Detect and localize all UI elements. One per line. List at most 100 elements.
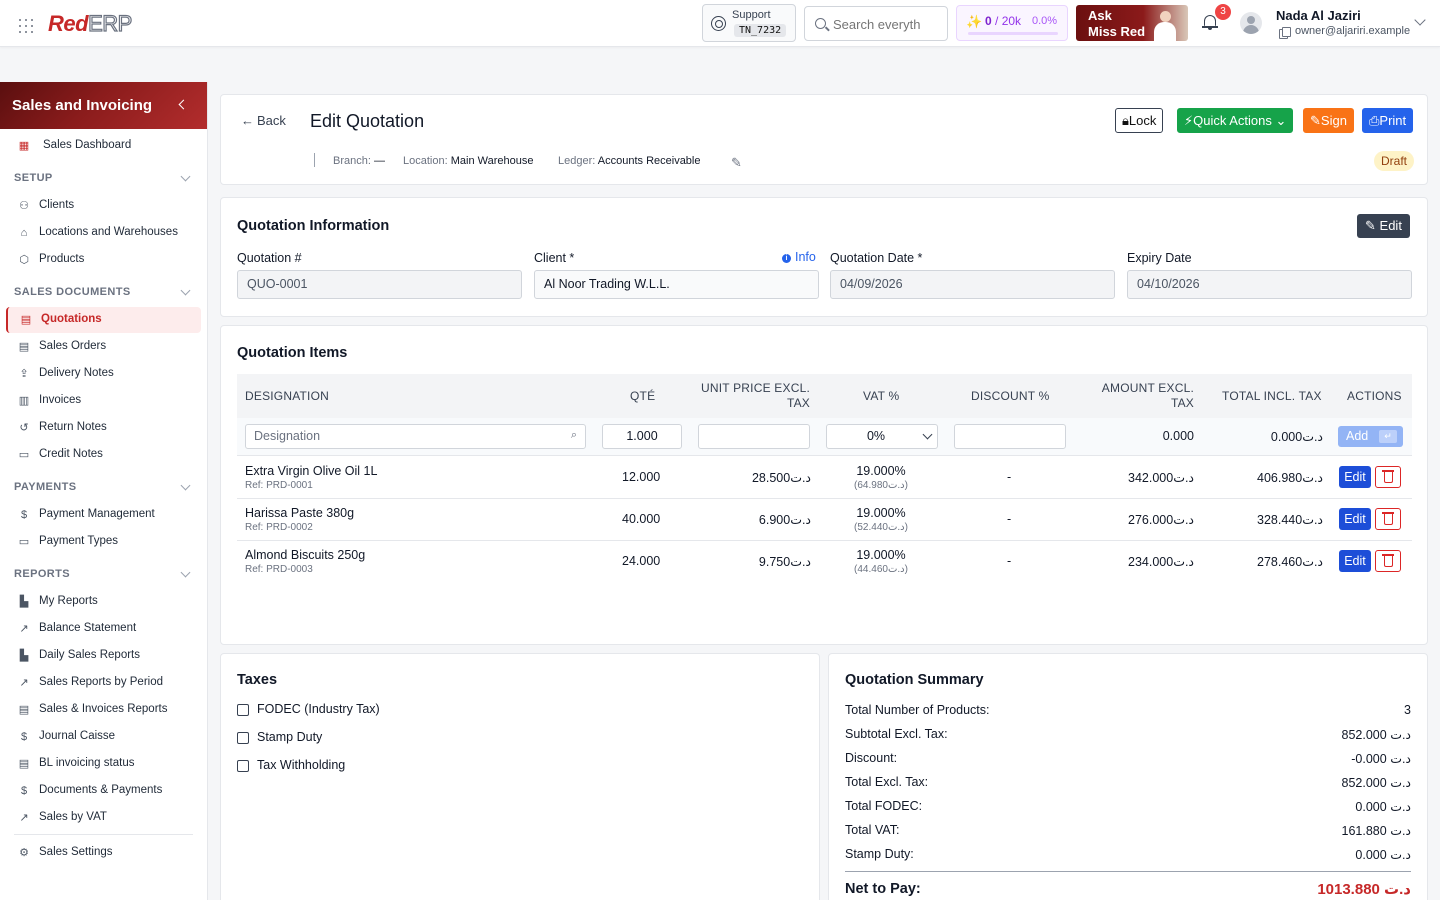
ai-usage-percent: 0.0%	[1032, 15, 1058, 27]
chevron-down-icon: ⌄	[1275, 113, 1287, 128]
quotation-date-label: Quotation Date *	[830, 251, 923, 265]
apps-grid-icon[interactable]	[18, 18, 34, 34]
sidebar-item-credit-notes[interactable]: ▭ Credit Notes	[18, 448, 103, 461]
summary-divider	[845, 871, 1411, 872]
stamp-duty-label[interactable]: Stamp Duty	[257, 730, 323, 744]
chevron-down-icon[interactable]	[180, 285, 191, 296]
sidebar-item-bl-invoicing-status[interactable]: ▤ BL invoicing status	[18, 757, 135, 770]
chevron-down-icon[interactable]	[180, 171, 191, 182]
collapse-sidebar-icon[interactable]	[178, 99, 189, 110]
sidebar-item-payment-management[interactable]: $ Payment Management	[6, 502, 201, 528]
back-button[interactable]: ← Back	[241, 113, 286, 128]
summary-label: Total VAT:	[845, 823, 900, 837]
ai-usage-bar	[968, 32, 1058, 35]
notifications-badge: 3	[1215, 4, 1231, 20]
section-reports[interactable]: REPORTS	[14, 568, 70, 580]
search-input[interactable]	[833, 15, 943, 33]
table-row: Almond Biscuits 250g Ref: PRD-0003 24.00…	[237, 541, 1412, 583]
user-menu-chevron-icon[interactable]	[1414, 14, 1426, 26]
pencil-icon: ✎	[1365, 218, 1376, 233]
global-search[interactable]	[804, 6, 948, 41]
user-avatar[interactable]	[1240, 12, 1262, 34]
sidebar-item-journal-caisse[interactable]: $ Journal Caisse	[6, 724, 201, 750]
edit-meta-pencil-icon[interactable]: ✎	[731, 155, 742, 170]
unit-price-input[interactable]	[698, 424, 810, 449]
sidebar-item-products[interactable]: ⬡ Products	[19, 253, 85, 266]
print-button[interactable]: ⎙Print	[1362, 108, 1414, 133]
ai-usage-widget[interactable]: ✨ 0 / 20k 0.0%	[956, 5, 1068, 41]
fodec-label[interactable]: FODEC (Industry Tax)	[257, 702, 380, 716]
section-setup[interactable]: SETUP	[14, 172, 53, 184]
edit-item-button[interactable]: Edit	[1339, 466, 1371, 488]
net-to-pay-value: 1013.880 د.ت	[1317, 881, 1411, 898]
sidebar-item-payment-types[interactable]: ▭ Payment Types	[18, 535, 119, 548]
sidebar-item-clients[interactable]: ⚇ Clients	[19, 199, 75, 212]
table-row: Extra Virgin Olive Oil 1L Ref: PRD-0001 …	[237, 457, 1412, 499]
sidebar-item-balance-statement[interactable]: ↗ Balance Statement	[19, 622, 137, 635]
client-label: Client *	[534, 251, 575, 265]
quotation-date-field[interactable]: 04/09/2026	[830, 270, 1115, 299]
section-payments[interactable]: PAYMENTS	[14, 481, 77, 493]
sidebar-item-documents-payments[interactable]: $ Documents & Payments	[6, 778, 201, 804]
sidebar-item-sales-settings[interactable]: ⚙ Sales Settings	[19, 846, 113, 859]
ask-miss-red-button[interactable]: Ask Miss Red	[1076, 5, 1188, 41]
qty-input[interactable]: 1.000	[602, 424, 682, 449]
section-sales-documents[interactable]: SALES DOCUMENTS	[14, 286, 131, 298]
sign-button[interactable]: ✎Sign	[1303, 108, 1354, 133]
sidebar-item-my-reports[interactable]: ▙ My Reports	[19, 595, 98, 608]
sidebar-item-sales-dashboard[interactable]: ▦ Sales Dashboard	[18, 139, 132, 152]
quotation-items-panel: Quotation Items DESIGNATION QTÉ UNIT PRI…	[220, 325, 1428, 645]
user-name[interactable]: Nada Al Jaziri	[1276, 8, 1361, 23]
stamp-duty-checkbox[interactable]	[237, 732, 249, 744]
quick-actions-button[interactable]: ⚡︎Quick Actions ⌄	[1177, 108, 1294, 133]
client-field[interactable]: Al Noor Trading W.L.L.	[534, 270, 819, 299]
add-item-button[interactable]: Add ↵	[1338, 426, 1403, 447]
item-vat: 19.000%	[856, 548, 906, 562]
receipt-icon: ▥	[18, 395, 30, 407]
sidebar-item-sales-by-vat[interactable]: ↗ Sales by VAT	[19, 811, 107, 824]
pen-icon: ✎	[1310, 113, 1321, 128]
lock-button[interactable]: 🔒︎Lock	[1115, 108, 1164, 133]
trash-icon	[1382, 554, 1394, 567]
delete-item-button[interactable]	[1375, 550, 1401, 572]
client-info-link[interactable]: i Info	[782, 250, 816, 264]
tax-withholding-checkbox[interactable]	[237, 760, 249, 772]
delete-item-button[interactable]	[1375, 508, 1401, 530]
sidebar-item-return-notes[interactable]: ↺ Return Notes	[19, 421, 107, 434]
app-logo[interactable]: RedERP	[48, 10, 133, 36]
chevron-down-icon[interactable]	[180, 480, 191, 491]
quotation-number-field[interactable]: QUO-0001	[237, 270, 522, 299]
edit-info-button[interactable]: ✎ Edit	[1357, 214, 1410, 238]
chevron-down-icon[interactable]	[180, 567, 191, 578]
edit-item-button[interactable]: Edit	[1339, 508, 1371, 530]
support-widget[interactable]: Support TN_7232	[702, 4, 796, 42]
edit-item-button[interactable]: Edit	[1339, 550, 1371, 572]
ledger-meta: Ledger: Accounts Receivable	[558, 155, 701, 167]
tax-withholding-label[interactable]: Tax Withholding	[257, 758, 346, 772]
sidebar-item-sales-orders[interactable]: ▤ Sales Orders	[18, 340, 107, 353]
enter-key-icon: ↵	[1379, 430, 1397, 443]
item-ref: Ref: PRD-0002	[245, 522, 313, 533]
copy-icon[interactable]	[1279, 27, 1291, 39]
item-qty: 24.000	[622, 554, 661, 568]
delete-item-button[interactable]	[1375, 466, 1401, 488]
new-row-total: 0.000د.ت	[1270, 430, 1323, 444]
fodec-checkbox[interactable]	[237, 704, 249, 716]
expiry-date-field[interactable]: 04/10/2026	[1127, 270, 1412, 299]
sidebar-item-sales-reports-by-period[interactable]: ↗ Sales Reports by Period	[19, 676, 164, 689]
branch-meta: Branch: —	[333, 155, 385, 167]
sidebar-item-daily-sales-reports[interactable]: ▙ Daily Sales Reports	[19, 649, 140, 662]
sidebar-item-invoices[interactable]: ▥ Invoices	[18, 394, 82, 407]
item-name: Extra Virgin Olive Oil 1L	[245, 464, 378, 478]
summary-value: 161.880 د.ت	[1341, 824, 1411, 838]
vat-select[interactable]: 0%	[826, 424, 938, 449]
item-vat: 19.000%	[856, 506, 906, 520]
sidebar-item-delivery-notes[interactable]: ⇪ Delivery Notes	[19, 367, 114, 380]
search-icon: ⌕	[570, 429, 577, 441]
discount-input[interactable]	[954, 424, 1066, 449]
sidebar-item-quotations[interactable]: ▤ Quotations	[6, 307, 201, 333]
sidebar-item-sales-invoices-reports[interactable]: ▤ Sales & Invoices Reports	[18, 703, 168, 716]
sidebar-item-locations[interactable]: ⌂ Locations and Warehouses	[6, 220, 201, 246]
notifications-bell-icon[interactable]	[1202, 14, 1218, 30]
designation-input[interactable]: Designation ⌕	[245, 424, 586, 449]
